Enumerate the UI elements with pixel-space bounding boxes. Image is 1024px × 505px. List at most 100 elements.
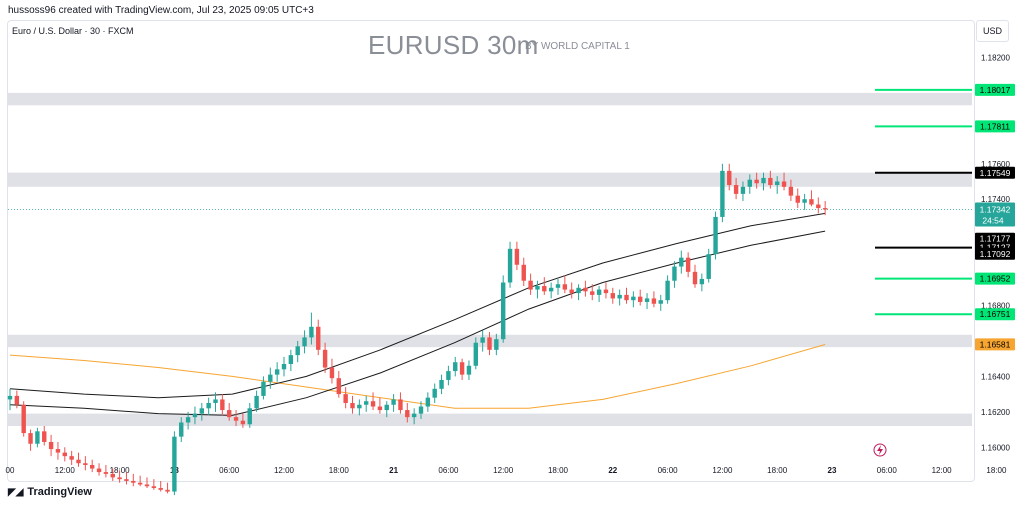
candle-body bbox=[220, 399, 225, 411]
candle-body bbox=[816, 204, 821, 209]
candle-body bbox=[343, 394, 348, 403]
current-price-label: 1.17342 bbox=[980, 204, 1011, 214]
candle-body bbox=[76, 459, 81, 464]
candle-body bbox=[391, 399, 396, 405]
candle-body bbox=[713, 216, 718, 255]
candle-body bbox=[411, 413, 417, 418]
y-tick-label: 1.18200 bbox=[981, 53, 1010, 62]
candle-body bbox=[617, 294, 622, 299]
candle-body bbox=[720, 170, 725, 217]
candle-body bbox=[706, 254, 711, 279]
candle-body bbox=[576, 287, 581, 294]
level-price-label: 1.17127 bbox=[980, 243, 1011, 253]
candle-body bbox=[62, 452, 67, 457]
x-tick-label: 06:00 bbox=[219, 466, 240, 475]
candle-body bbox=[199, 408, 204, 414]
candle-body bbox=[377, 406, 383, 411]
candle-body bbox=[487, 337, 492, 350]
candle-body bbox=[370, 401, 376, 407]
candle-body bbox=[322, 349, 328, 368]
candle-body bbox=[727, 170, 732, 186]
currency-button[interactable]: USD bbox=[976, 20, 1009, 42]
candle-body bbox=[165, 489, 170, 492]
candle-body bbox=[809, 199, 814, 205]
candle-body bbox=[651, 298, 657, 304]
x-tick-label: 12:00 bbox=[55, 466, 76, 475]
x-tick-label: 18:00 bbox=[767, 466, 788, 475]
candle-body bbox=[48, 441, 54, 450]
candle-body bbox=[802, 199, 807, 203]
candle-body bbox=[569, 289, 574, 294]
symbol-info[interactable]: Euro / U.S. Dollar · 30 · FXCM bbox=[12, 26, 134, 36]
candle-body bbox=[494, 339, 499, 350]
candle-body bbox=[316, 326, 321, 350]
lightning-icon[interactable] bbox=[873, 443, 887, 457]
candle-body bbox=[439, 379, 444, 389]
candle-body bbox=[357, 404, 362, 409]
x-tick-label: 06:00 bbox=[658, 466, 679, 475]
x-tick-label: 12:00 bbox=[493, 466, 514, 475]
candle-body bbox=[172, 436, 177, 492]
x-tick-label: 23 bbox=[828, 466, 837, 475]
candle-body bbox=[179, 422, 184, 437]
candle-body bbox=[384, 404, 389, 411]
candle-body bbox=[685, 257, 691, 272]
candle-body bbox=[638, 296, 643, 302]
level-price-tag bbox=[975, 120, 1015, 133]
candle-body bbox=[788, 186, 794, 196]
y-tick-label: 1.17400 bbox=[981, 195, 1010, 204]
candle-body bbox=[124, 479, 129, 481]
candle-body bbox=[473, 342, 478, 366]
candle-body bbox=[192, 413, 198, 418]
candle-body bbox=[240, 420, 246, 425]
candle-body bbox=[754, 179, 759, 184]
x-tick-label: 06:00 bbox=[438, 466, 459, 475]
candle-body bbox=[83, 463, 88, 465]
candle-body bbox=[679, 257, 684, 267]
candle-body bbox=[596, 289, 602, 295]
zone-band bbox=[8, 92, 972, 106]
level-price-label: 1.17092 bbox=[980, 249, 1011, 259]
candle-body bbox=[295, 346, 300, 356]
candle-body bbox=[466, 365, 472, 375]
candle-body bbox=[14, 395, 20, 405]
level-price-label: 1.17177 bbox=[980, 234, 1011, 244]
y-tick-label: 1.16200 bbox=[981, 408, 1010, 417]
x-tick-label: 12:00 bbox=[932, 466, 953, 475]
candle-body bbox=[405, 410, 410, 418]
x-tick-label: 21 bbox=[389, 466, 398, 475]
candle-body bbox=[158, 488, 163, 490]
candle-body bbox=[110, 473, 115, 478]
moving-average-line bbox=[9, 344, 826, 409]
candle-body bbox=[822, 208, 828, 210]
candle-body bbox=[28, 433, 33, 444]
zone-band bbox=[8, 413, 972, 427]
candle-body bbox=[206, 402, 211, 409]
candle-body bbox=[542, 286, 547, 292]
candle-body bbox=[302, 337, 307, 347]
level-price-tag bbox=[975, 166, 1015, 179]
candle-body bbox=[309, 326, 314, 338]
tradingview-logo[interactable]: ◤◢ TradingView bbox=[8, 486, 92, 498]
x-tick-label: 00 bbox=[6, 466, 15, 475]
candle-body bbox=[795, 195, 800, 203]
level-price-tag bbox=[975, 247, 1015, 260]
level-price-tag bbox=[975, 308, 1015, 321]
candle-body bbox=[775, 181, 780, 186]
candle-body bbox=[131, 480, 136, 483]
candle-body bbox=[364, 401, 369, 405]
candle-body bbox=[514, 248, 520, 265]
candle-body bbox=[96, 468, 102, 473]
candle-body bbox=[521, 264, 526, 281]
x-tick-label: 18:00 bbox=[548, 466, 569, 475]
candle-body bbox=[501, 282, 506, 340]
candle-body bbox=[90, 465, 95, 469]
candle-body bbox=[555, 284, 561, 288]
candle-body bbox=[227, 410, 232, 418]
lightning-icon-glyph bbox=[877, 445, 883, 455]
band-upper-line bbox=[9, 212, 826, 399]
current-price-tag bbox=[975, 202, 1015, 227]
candle-body bbox=[590, 291, 595, 295]
candle-body bbox=[281, 363, 287, 370]
